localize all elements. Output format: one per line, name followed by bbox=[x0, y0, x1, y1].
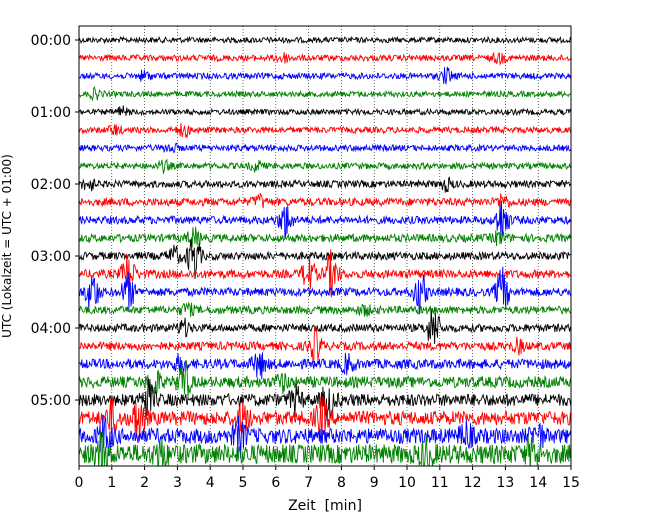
trace-0515 bbox=[79, 395, 571, 442]
trace-0530 bbox=[79, 414, 571, 459]
trace-0030 bbox=[79, 66, 571, 85]
trace-0545 bbox=[79, 430, 571, 466]
y-tick-label: 00:00 bbox=[31, 33, 71, 49]
trace-0315 bbox=[79, 249, 571, 298]
x-tick-label: 12 bbox=[464, 475, 482, 491]
x-tick-label: 13 bbox=[496, 475, 514, 491]
trace-0000 bbox=[79, 35, 571, 45]
x-tick-label: 3 bbox=[173, 475, 182, 491]
trace-0345 bbox=[79, 301, 571, 317]
y-tick-label: 01:00 bbox=[31, 105, 71, 121]
trace-0115 bbox=[79, 123, 571, 139]
x-tick-label: 14 bbox=[529, 475, 547, 491]
trace-0215 bbox=[79, 193, 571, 211]
x-tick-label: 9 bbox=[370, 475, 379, 491]
trace-0230 bbox=[79, 200, 571, 239]
x-tick-label: 6 bbox=[271, 475, 280, 491]
trace-0015 bbox=[79, 51, 571, 66]
trace-0045 bbox=[79, 86, 571, 102]
trace-0200 bbox=[79, 176, 571, 193]
trace-0330 bbox=[79, 266, 571, 315]
x-tick-label: 2 bbox=[140, 475, 149, 491]
x-axis: 0 1 2 3 4 5 6 7 8 9 10 11 12 13 14 15 bbox=[75, 466, 580, 491]
x-tick-label: 0 bbox=[75, 475, 84, 491]
y-tick-label: 03:00 bbox=[31, 249, 71, 265]
trace-0415 bbox=[79, 327, 571, 363]
trace-0430 bbox=[79, 352, 571, 380]
trace-0100 bbox=[79, 105, 571, 117]
x-tick-label: 8 bbox=[337, 475, 346, 491]
y-tick-label: 04:00 bbox=[31, 321, 71, 337]
x-tick-label: 4 bbox=[206, 475, 215, 491]
x-tick-label: 1 bbox=[107, 475, 116, 491]
grid-lines bbox=[111, 26, 539, 466]
trace-0145 bbox=[79, 158, 571, 175]
x-tick-label: 15 bbox=[562, 475, 580, 491]
trace-group bbox=[79, 35, 571, 466]
trace-0400 bbox=[79, 308, 571, 344]
plot-background bbox=[79, 26, 571, 466]
x-tick-label: 5 bbox=[239, 475, 248, 491]
trace-0445 bbox=[79, 359, 571, 398]
x-tick-label: 10 bbox=[398, 475, 416, 491]
y-axis-label: UTC (Lokalzeit = UTC + 01:00) bbox=[0, 154, 14, 338]
x-tick-label: 7 bbox=[304, 475, 313, 491]
trace-0130 bbox=[79, 142, 571, 154]
trace-0245 bbox=[79, 226, 571, 248]
y-axis: 00:00 01:00 02:00 03:00 04:00 05:00 bbox=[31, 33, 79, 409]
y-tick-label: 02:00 bbox=[31, 177, 71, 193]
x-axis-label: Zeit [min] bbox=[288, 498, 362, 514]
trace-0300 bbox=[79, 239, 571, 279]
y-tick-label: 05:00 bbox=[31, 393, 71, 409]
plot-frame bbox=[78, 25, 572, 467]
x-tick-label: 11 bbox=[431, 475, 449, 491]
